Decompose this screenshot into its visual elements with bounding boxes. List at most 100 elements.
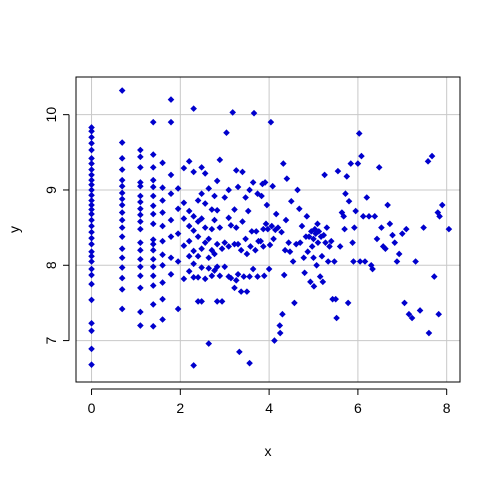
data-point <box>167 271 175 278</box>
data-point <box>246 273 253 280</box>
data-point <box>118 139 126 146</box>
data-point <box>367 261 375 269</box>
data-point <box>286 248 294 256</box>
x-tick-label-6: 6 <box>354 400 362 416</box>
data-point <box>249 179 257 186</box>
data-point <box>334 167 342 175</box>
data-point <box>167 118 175 126</box>
data-point <box>311 225 319 233</box>
data-point <box>267 118 275 126</box>
y-tick-label-9: 9 <box>43 186 59 194</box>
data-point <box>149 236 157 243</box>
data-point <box>283 175 291 182</box>
data-point <box>88 201 95 209</box>
data-point <box>174 230 182 237</box>
data-point <box>332 295 339 303</box>
data-point <box>274 224 282 231</box>
data-point <box>280 271 288 279</box>
data-point <box>149 282 157 289</box>
data-point <box>260 272 268 280</box>
data-point <box>149 272 157 280</box>
data-point <box>289 258 297 265</box>
data-point <box>389 231 396 239</box>
data-point <box>185 267 193 275</box>
data-point <box>190 213 197 220</box>
data-point <box>149 118 157 126</box>
data-point <box>416 307 424 314</box>
data-point <box>88 296 95 304</box>
y-tick-label-8: 8 <box>43 261 59 269</box>
data-point <box>88 252 95 260</box>
data-point <box>194 252 202 260</box>
data-point <box>382 245 389 253</box>
data-point <box>88 197 95 204</box>
data-point <box>326 243 333 250</box>
data-point <box>149 202 157 210</box>
data-point <box>252 246 259 254</box>
data-point <box>436 213 443 220</box>
data-point <box>254 190 261 198</box>
data-point <box>250 109 258 117</box>
data-point <box>232 224 240 231</box>
data-point <box>321 171 328 179</box>
data-point <box>88 155 95 162</box>
data-point <box>225 273 233 280</box>
data-point <box>312 230 320 237</box>
data-point <box>395 250 403 258</box>
data-point <box>118 254 126 262</box>
data-point <box>149 301 157 308</box>
data-point <box>232 167 240 174</box>
data-point <box>174 185 182 192</box>
data-point <box>185 222 193 230</box>
data-point <box>159 209 166 216</box>
data-point <box>198 264 205 271</box>
data-point <box>278 228 285 236</box>
data-point <box>231 240 238 248</box>
data-point <box>167 96 175 103</box>
data-point <box>216 272 224 280</box>
data-point <box>322 239 329 246</box>
data-point <box>258 192 265 200</box>
data-point <box>355 130 363 137</box>
data-point <box>260 225 267 233</box>
data-point <box>269 182 276 190</box>
data-point <box>88 171 95 179</box>
data-point <box>88 280 95 288</box>
data-point <box>205 264 213 272</box>
data-point <box>408 314 416 322</box>
data-point <box>296 239 304 246</box>
data-point <box>190 274 197 281</box>
data-point <box>137 255 144 263</box>
data-point <box>137 284 144 292</box>
data-point <box>234 240 242 248</box>
data-point <box>307 278 314 286</box>
data-point <box>398 230 406 237</box>
x-tick-label-2: 2 <box>176 400 184 416</box>
data-point <box>313 261 320 269</box>
data-point <box>279 310 286 318</box>
data-point <box>295 205 303 213</box>
data-point <box>310 235 317 243</box>
data-point <box>315 228 323 235</box>
data-point <box>88 222 95 230</box>
data-point <box>237 288 245 295</box>
data-point <box>268 222 276 230</box>
data-point <box>137 211 144 219</box>
data-point <box>344 299 352 307</box>
data-point <box>386 220 394 228</box>
data-point <box>88 124 95 131</box>
data-point <box>280 160 287 167</box>
data-point <box>149 164 157 171</box>
data-point <box>227 222 235 229</box>
data-point <box>198 164 205 171</box>
data-point <box>88 319 95 327</box>
data-point <box>375 164 383 171</box>
data-point <box>356 258 364 265</box>
data-point <box>208 206 216 213</box>
data-point <box>393 258 401 265</box>
data-point <box>310 254 317 262</box>
data-point <box>149 192 157 200</box>
data-point <box>262 220 270 228</box>
data-point <box>88 271 95 279</box>
data-point <box>281 246 289 254</box>
